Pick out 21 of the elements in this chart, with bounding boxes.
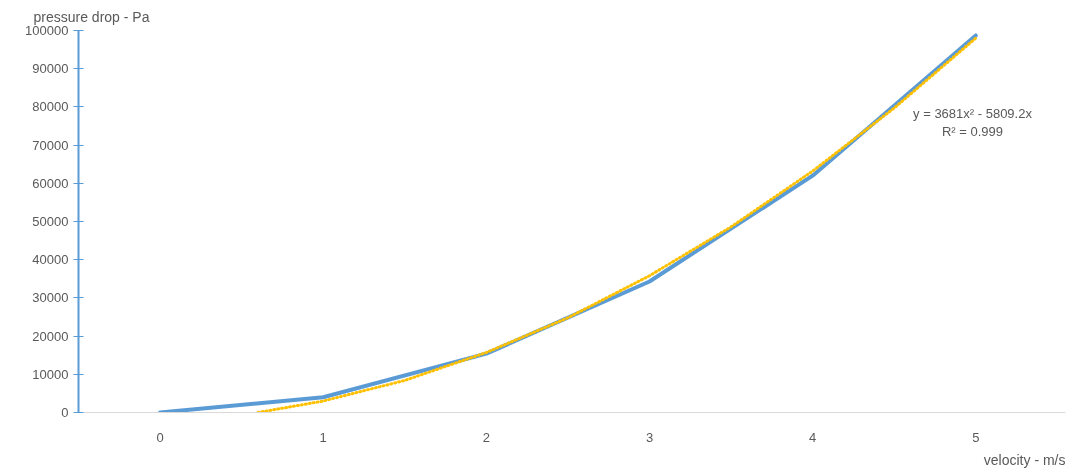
x-tick-label: 0 [156, 429, 164, 445]
x-tick-label: 5 [972, 429, 980, 445]
x-tick-label: 3 [645, 429, 654, 445]
y-tick-label: 0 [61, 405, 69, 420]
y-tick-label: 80000 [32, 99, 69, 115]
y-tick-label: 70000 [32, 137, 69, 153]
x-tick-label: 2 [482, 429, 490, 445]
x-axis-title: velocity - m/s [983, 451, 1066, 468]
y-axis-title: pressure drop - Pa [33, 8, 150, 25]
y-tick-label: 100000 [25, 23, 69, 38]
annotation: y = 3681x² - 5809.2x [913, 106, 1033, 121]
y-tick-label: 50000 [32, 214, 69, 229]
y-tick-label: 20000 [32, 328, 69, 344]
y-tick-label: 60000 [32, 175, 69, 191]
y-tick-label: 40000 [32, 252, 69, 268]
y-tick-label: 90000 [32, 61, 69, 77]
y-tick-label: 10000 [32, 366, 69, 382]
x-tick-label: 4 [809, 429, 817, 445]
annotation: R² = 0.999 [941, 124, 1004, 139]
y-tick-label: 30000 [32, 290, 69, 306]
x-tick-label: 1 [319, 429, 327, 445]
